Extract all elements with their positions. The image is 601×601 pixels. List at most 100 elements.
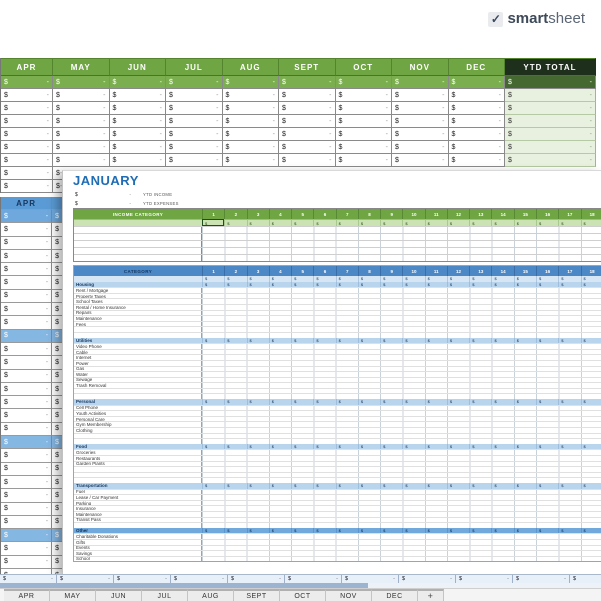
grid-cell[interactable]: $ xyxy=(469,338,491,344)
grid-cell[interactable]: $- xyxy=(449,89,506,102)
grid-cell[interactable] xyxy=(74,327,202,332)
grid-cell[interactable]: $ xyxy=(536,483,558,489)
grid-cell[interactable]: $ xyxy=(469,399,491,405)
expense-item-label[interactable]: Charitable Donations xyxy=(74,534,202,539)
grid-cell[interactable]: $ xyxy=(558,338,580,344)
grid-cell[interactable]: $- xyxy=(342,575,399,583)
expense-item-label[interactable]: Groceries xyxy=(74,450,202,455)
grid-cells[interactable] xyxy=(202,299,601,304)
grid-cell[interactable]: $ xyxy=(247,219,269,226)
grid-cell[interactable]: $ xyxy=(491,399,513,405)
grid-cell[interactable]: $ xyxy=(358,399,380,405)
grid-cells[interactable] xyxy=(202,406,601,411)
grid-cell[interactable]: $ xyxy=(536,444,558,450)
grid-cell[interactable]: $ xyxy=(202,444,224,450)
grid-cell[interactable]: $ xyxy=(358,528,380,534)
grid-cell[interactable]: $- xyxy=(1,128,53,141)
grid-cells[interactable] xyxy=(202,255,601,261)
grid-cells[interactable] xyxy=(202,311,601,316)
grid-cell[interactable]: $ xyxy=(380,399,402,405)
expense-item-label[interactable]: Gym Membership xyxy=(74,422,202,427)
grid-cell[interactable]: $ xyxy=(291,282,313,288)
month-header-cell-partial[interactable] xyxy=(52,197,62,210)
grid-cells[interactable] xyxy=(202,506,601,511)
grid-cell[interactable]: $ xyxy=(380,282,402,288)
grid-cell[interactable]: $ xyxy=(224,219,246,226)
grid-cell[interactable]: $ xyxy=(469,219,491,226)
grid-cells[interactable] xyxy=(202,241,601,247)
grid-cell[interactable]: $- xyxy=(456,575,513,583)
grid-cell[interactable]: $- xyxy=(336,141,393,154)
sheet-tab-apr[interactable]: APR xyxy=(4,589,50,601)
grid-cell[interactable]: $ xyxy=(247,444,269,450)
grid-cells[interactable] xyxy=(202,456,601,461)
grid-cell[interactable]: $- xyxy=(166,115,223,128)
grid-cell[interactable]: $- xyxy=(285,575,342,583)
expense-item-label[interactable]: Gifts xyxy=(74,540,202,545)
grid-cell[interactable]: $- xyxy=(166,141,223,154)
grid-cell[interactable]: $ xyxy=(447,528,469,534)
grid-cell[interactable]: $ xyxy=(447,399,469,405)
grid-cell[interactable]: $- xyxy=(392,115,449,128)
grid-cell[interactable]: $ xyxy=(425,528,447,534)
grid-cell[interactable]: $- xyxy=(223,141,280,154)
grid-cell[interactable] xyxy=(74,234,202,240)
grid-cells[interactable] xyxy=(202,411,601,416)
grid-cell[interactable]: $ xyxy=(224,338,246,344)
add-sheet-tab[interactable]: + xyxy=(418,589,444,601)
grid-cell[interactable]: $- xyxy=(449,102,506,115)
grid-cell[interactable]: $ xyxy=(52,290,62,303)
grid-cell[interactable]: $ xyxy=(269,399,291,405)
grid-cell[interactable]: $ xyxy=(380,483,402,489)
sheet-tab-aug[interactable]: AUG xyxy=(188,589,234,601)
grid-cell[interactable]: $ xyxy=(202,483,224,489)
expense-item-label[interactable]: Video Phone xyxy=(74,344,202,349)
grid-cell[interactable]: $- xyxy=(1,503,52,516)
grid-cell[interactable]: $- xyxy=(223,115,280,128)
grid-cell[interactable]: $- xyxy=(53,89,110,102)
grid-cell[interactable]: $- xyxy=(166,89,223,102)
grid-cell[interactable]: $ xyxy=(558,219,580,226)
expense-item-label[interactable]: Events xyxy=(74,546,202,551)
expense-item-label[interactable]: Garden Plants xyxy=(74,462,202,467)
sheet-tab-jul[interactable]: JUL xyxy=(142,589,188,601)
expense-item-label[interactable]: Power xyxy=(74,361,202,366)
grid-cell[interactable]: $ xyxy=(380,528,402,534)
grid-cell[interactable]: $ xyxy=(313,338,335,344)
grid-cell[interactable]: $ xyxy=(536,338,558,344)
grid-cell[interactable]: $ xyxy=(52,223,62,236)
grid-cell[interactable]: $- xyxy=(223,128,280,141)
grid-cell[interactable]: $- xyxy=(0,575,57,583)
grid-cell[interactable]: $ xyxy=(491,219,513,226)
grid-cell[interactable]: $ xyxy=(224,528,246,534)
grid-cell[interactable]: $- xyxy=(505,89,596,102)
expense-item-label[interactable]: Insurance xyxy=(74,506,202,511)
expense-item-label[interactable]: Maintenance xyxy=(74,316,202,321)
grid-cell[interactable]: $- xyxy=(449,154,506,167)
grid-cell[interactable]: $- xyxy=(1,542,52,555)
grid-cell[interactable]: $- xyxy=(166,102,223,115)
grid-cell[interactable]: $- xyxy=(505,102,596,115)
expense-item-label[interactable]: Transit Pass xyxy=(74,518,202,523)
expense-item-label[interactable]: School xyxy=(74,557,202,562)
expense-item-label[interactable]: Internet xyxy=(74,355,202,360)
grid-cell[interactable]: $ xyxy=(313,483,335,489)
grid-cell[interactable]: $ xyxy=(380,219,402,226)
expense-item-label[interactable]: Cable xyxy=(74,350,202,355)
grid-cell[interactable]: $ xyxy=(425,282,447,288)
grid-cell[interactable]: $- xyxy=(279,102,336,115)
grid-cell[interactable]: $ xyxy=(313,219,335,226)
grid-cell[interactable]: $ xyxy=(558,282,580,288)
total-cell[interactable]: $- xyxy=(505,76,596,89)
grid-cell[interactable]: $ xyxy=(52,516,62,529)
expense-item-label[interactable]: School Taxes xyxy=(74,299,202,304)
expense-item-label[interactable]: Gas xyxy=(74,367,202,372)
grid-cells[interactable] xyxy=(202,350,601,355)
grid-cells[interactable] xyxy=(202,417,601,422)
grid-cell[interactable]: $ xyxy=(269,338,291,344)
expense-item-label[interactable]: Rental / Home Insurance xyxy=(74,305,202,310)
grid-cell[interactable]: $- xyxy=(53,141,110,154)
grid-cell[interactable]: $- xyxy=(449,141,506,154)
grid-cells[interactable] xyxy=(202,234,601,240)
grid-cell[interactable]: $ xyxy=(224,282,246,288)
